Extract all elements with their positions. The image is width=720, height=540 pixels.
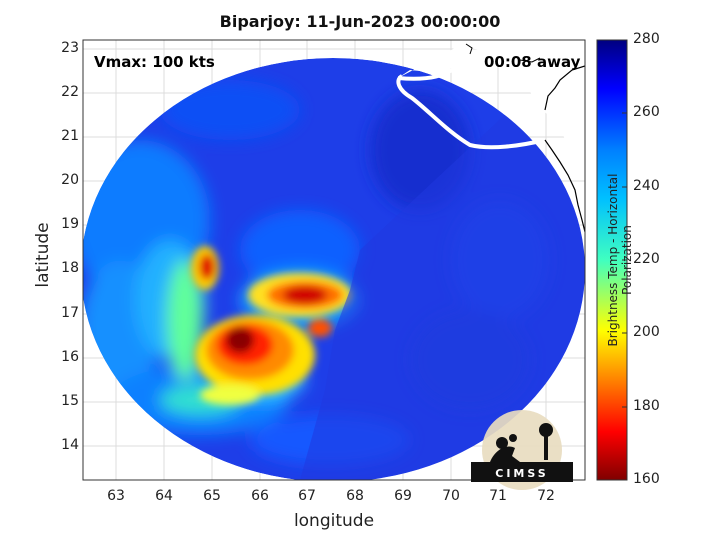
colorbar-tick-label: 280 [633,31,660,47]
y-tick-label: 19 [61,216,79,232]
convective-cores [191,246,352,405]
x-tick-label: 63 [107,488,125,504]
y-tick-label: 15 [61,393,79,409]
time-away-annotation: 00:08 away [484,53,581,71]
x-tick-label: 65 [203,488,221,504]
x-tick-label: 72 [537,488,555,504]
colorbar-tick-label: 200 [633,324,660,340]
y-tick-label: 17 [61,305,79,321]
x-tick-label: 69 [394,488,412,504]
y-tick-label: 18 [61,260,79,276]
colorbar-tick-label: 220 [633,251,660,267]
cimss-logo: CIMSS [471,410,573,490]
colorbar-tick-label: 160 [633,471,660,487]
colorbar-tick-label: 240 [633,178,660,194]
colorbar-label: Brightness Temp - Horizontal Polarizatio… [606,173,634,347]
vmax-annotation: Vmax: 100 kts [94,53,215,71]
microwave-swath [83,58,585,480]
coastline [396,40,585,233]
x-axis-label: longitude [293,511,375,531]
colorbar-ticks [622,39,627,481]
y-tick-label: 20 [61,172,79,188]
y-tick-label: 21 [61,128,79,144]
y-tick-label: 22 [61,84,79,100]
x-tick-label: 64 [155,488,173,504]
y-axis-label: latitude [33,222,53,288]
x-tick-label: 70 [442,488,460,504]
y-tick-label: 14 [61,437,79,453]
y-tick-label: 23 [61,40,79,56]
map-title: Biparjoy: 11-Jun-2023 00:00:00 [219,12,501,31]
x-tick-label: 68 [346,488,364,504]
axes-frame [82,39,586,481]
x-tick-label: 67 [298,488,316,504]
logo-text: CIMSS [495,467,548,480]
colorbar-tick-label: 180 [633,398,660,414]
x-tick-label: 66 [251,488,269,504]
x-tick-label: 71 [489,488,507,504]
colorbar-tick-label: 260 [633,104,660,120]
y-tick-label: 16 [61,349,79,365]
